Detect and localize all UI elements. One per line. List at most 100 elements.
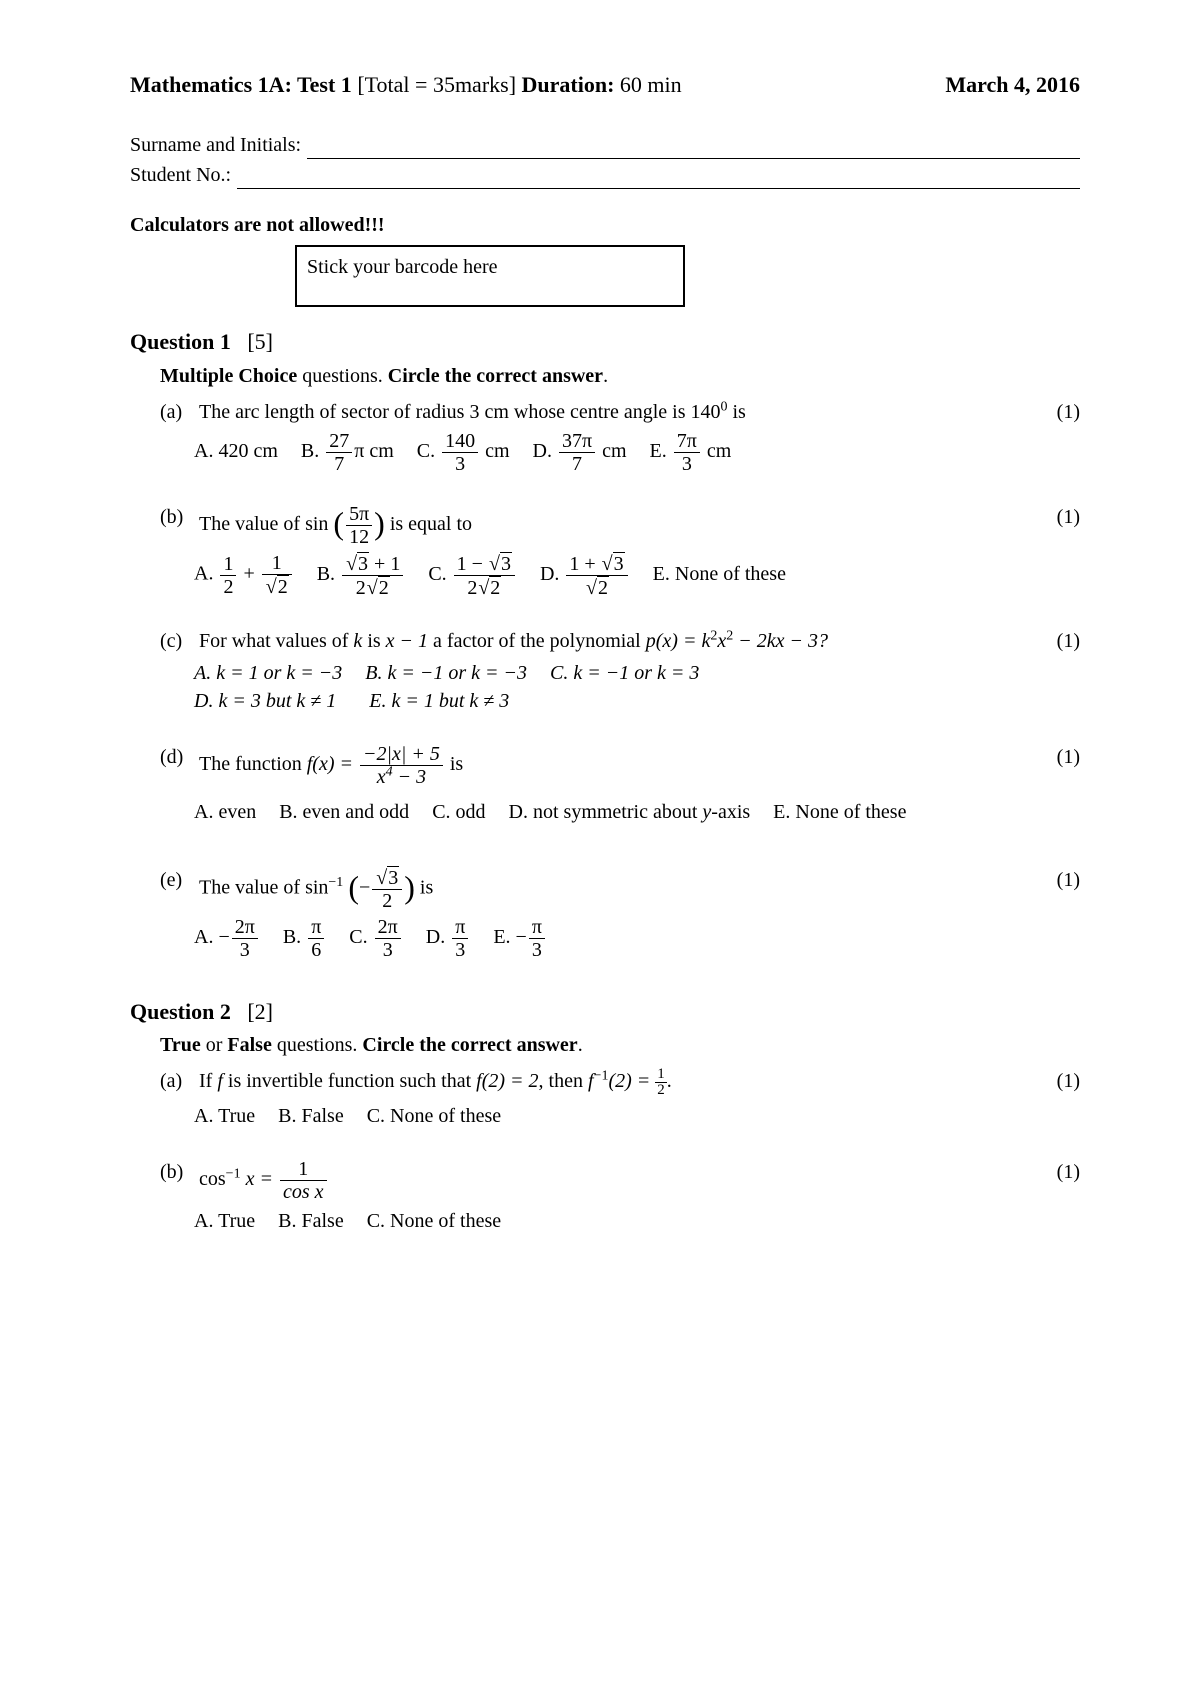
q1e-arg-frac: 32 [372,866,402,912]
q2a-then: , then [539,1070,588,1092]
q2b-optC[interactable]: C. None of these [367,1207,501,1235]
q1d-optC[interactable]: C. odd [432,798,485,826]
q1b-optC-num-pre: 1 − [457,553,488,575]
q1a-optC[interactable]: C. 1403 cm [417,430,510,475]
q2-title: Question 2 [130,999,231,1024]
q1b-optD[interactable]: D. 1 + 32 [540,552,630,599]
q1a-optB-pre: B. [301,440,324,462]
q2a-label: (a) [160,1067,194,1095]
q1b-optC[interactable]: C. 1 − 322 [428,552,517,599]
q2-instr-bold: Circle the correct answer [362,1034,577,1056]
q2a-sfrac-d: 2 [655,1083,667,1098]
q1e-text-pre: The value of sin [199,876,328,898]
duration-label: Duration: [522,72,615,97]
q2b-optA[interactable]: A. True [194,1207,255,1235]
q1b-optB-den: 22 [342,576,403,599]
q1a-optE[interactable]: E. 7π3 cm [650,430,732,475]
q1d-optD[interactable]: D. not symmetric about y-axis [509,798,751,826]
q1e-arg-den: 2 [372,890,402,912]
surname-line[interactable] [307,140,1080,159]
q2b-rhs-num: 1 [280,1158,327,1181]
q1c-optE[interactable]: E. k = 1 but k ≠ 3 [369,687,509,715]
q1a-optD[interactable]: D. 37π7 cm [533,430,627,475]
q1-instr-mid: questions. [297,365,388,387]
q1a-optC-pre: C. [417,440,440,462]
sqrt-icon: 3 [488,552,512,575]
duration: 60 min [620,72,682,97]
q2a-optB[interactable]: B. False [278,1102,344,1130]
q2b-optB[interactable]: B. False [278,1207,344,1235]
q2-instr-t: True [160,1034,201,1056]
q1e-optA[interactable]: A. −2π3 [194,916,260,961]
sqrt-icon: 2 [477,576,501,599]
q2-instr-f: False [227,1034,271,1056]
q1b-optA-f2: 12 [262,552,292,598]
q1b-optE[interactable]: E. None of these [653,560,786,588]
q2a-eq1: f(2) = 2 [476,1070,538,1092]
surname-row: Surname and Initials: [130,131,1080,159]
q1d-optA[interactable]: A. even [194,798,256,826]
q1a-optA[interactable]: A. 420 cm [194,437,278,465]
q1b-arg-den: 12 [346,526,372,548]
q1c-optB[interactable]: B. k = −1 or k = −3 [365,659,527,687]
q1a-optB[interactable]: B. 277π cm [301,430,394,475]
barcode-box[interactable]: Stick your barcode here [295,245,685,307]
q1e: (1) (e) The value of sin−1 (−32) is A. −… [160,866,1080,961]
studentno-line[interactable] [237,170,1080,189]
q1b-optA-d2-rad: 2 [277,575,289,598]
q2-instr-m2: questions. [272,1034,363,1056]
q2a-optC[interactable]: C. None of these [367,1102,501,1130]
sqrt-icon: 3 [345,552,369,575]
q1c-optD[interactable]: D. k = 3 but k ≠ 1 [194,687,336,715]
course-title: Mathematics 1A: Test 1 [130,72,352,97]
q2b: (1) (b) cos−1 x = 1cos x A. True B. Fals… [160,1158,1080,1235]
q1b-optC-frac: 1 − 322 [454,552,515,599]
q1e-optB[interactable]: B. π6 [283,916,326,961]
q1e-optC-frac: 2π3 [375,916,401,961]
q1e-optB-frac: π6 [308,916,324,961]
q1b-arg: 5π12 [346,503,372,548]
q2b-rhs-frac: 1cos x [280,1158,327,1203]
q1a-optB-suf: π cm [354,440,394,462]
q1b-optA-plus: + [238,563,259,585]
q1b-optC-num-rad: 3 [500,552,512,575]
q1d-text-post: is [445,753,463,775]
q1c: (1) (c) For what values of k is x − 1 a … [160,627,1080,715]
q2a-optA[interactable]: A. True [194,1102,255,1130]
q1c-eq-mid: x [717,630,726,652]
q1c-label: (c) [160,627,194,655]
q1e-optE[interactable]: E. −π3 [493,916,547,961]
q1c-t3: a factor of the polynomial [428,630,646,652]
q1d-den-pre: x [377,766,386,788]
q1-title: Question 1 [130,329,231,354]
q1e-optB-pre: B. [283,926,306,948]
q2-instructions: True or False questions. Circle the corr… [160,1031,1080,1059]
q1b-optB-frac: 3 + 122 [342,552,403,599]
q1b-optA[interactable]: A. 12 + 12 [194,552,294,598]
q1c-body: For what values of k is x − 1 a factor o… [199,627,1079,655]
q1d-optE[interactable]: E. None of these [773,798,906,826]
q1e-optB-num: π [308,916,324,939]
q1a-text-pre: The arc length of sector of radius 3 cm … [199,401,720,423]
date-text: March 4, 2016 [945,72,1080,97]
q1a-optB-den: 7 [326,453,352,475]
q2-points: [2] [247,999,273,1024]
q1c-optC[interactable]: C. k = −1 or k = 3 [550,659,699,687]
q2b-label: (b) [160,1158,194,1186]
q1e-optA-frac: 2π3 [232,916,258,961]
q2a-period: . [667,1070,672,1092]
header: Mathematics 1A: Test 1 [Total = 35marks]… [130,70,1080,101]
q1c-optA[interactable]: A. k = 1 or k = −3 [194,659,342,687]
q1b-optD-num-rad: 3 [613,552,625,575]
q1b-optB[interactable]: B. 3 + 122 [317,552,406,599]
q1a-text-post: is [727,401,745,423]
q2b-rhs-den: cos x [280,1181,327,1203]
header-date: March 4, 2016 [945,70,1080,101]
q1e-optD[interactable]: D. π3 [426,916,471,961]
q1e-optC-den: 3 [375,939,401,961]
q1a-optC-suf: cm [480,440,509,462]
q1a-options: A. 420 cm B. 277π cm C. 1403 cm D. 37π7 … [194,430,1080,475]
q1d-optB[interactable]: B. even and odd [279,798,409,826]
q1e-optC[interactable]: C. 2π3 [349,916,402,961]
q1c-x1: x − 1 [386,630,428,652]
